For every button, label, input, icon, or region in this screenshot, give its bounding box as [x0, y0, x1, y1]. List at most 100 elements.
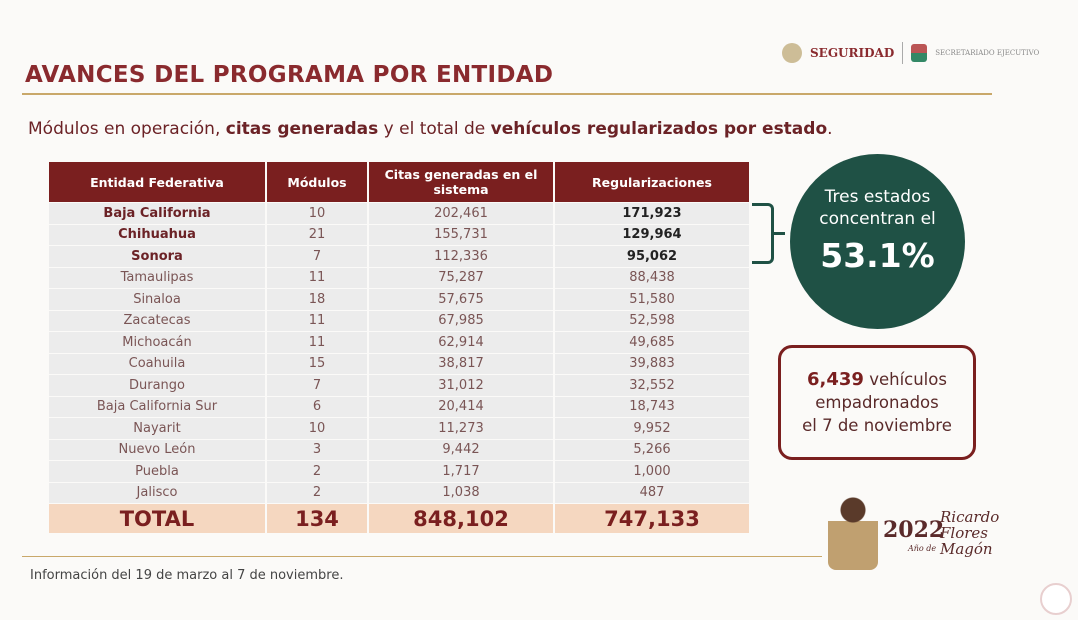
table-cell: 51,580 [555, 289, 749, 310]
shield-icon [911, 44, 928, 62]
table-cell: 88,438 [555, 267, 749, 288]
subtitle-text: y el total de [378, 119, 491, 139]
table-cell: 49,685 [555, 332, 749, 353]
table-cell: 3 [267, 439, 367, 460]
subtitle: Módulos en operación, citas generadas y … [28, 119, 833, 139]
table-cell: Michoacán [49, 332, 265, 353]
table-cell: 32,552 [555, 375, 749, 396]
table-cell: 52,598 [555, 310, 749, 331]
table-cell: 62,914 [369, 332, 553, 353]
table-cell: Baja California [49, 203, 265, 224]
table-cell: 5,266 [555, 439, 749, 460]
table-cell: 10 [267, 203, 367, 224]
table-cell: 31,012 [369, 375, 553, 396]
entity-table: Entidad Federativa Módulos Citas generad… [47, 161, 751, 534]
corner-logo-icon [1040, 583, 1072, 615]
table-cell: Sonora [49, 246, 265, 267]
table-row: Sinaloa 18 57,675 51,580 [49, 289, 749, 310]
table-row: Sonora 7 112,336 95,062 [49, 246, 749, 267]
table-row: Coahuila 15 38,817 39,883 [49, 353, 749, 374]
table-cell: Puebla [49, 461, 265, 482]
logo-separator [902, 42, 904, 64]
table-cell: 39,883 [555, 353, 749, 374]
page-title: AVANCES DEL PROGRAMA POR ENTIDAD [25, 62, 554, 88]
table-cell: 7 [267, 375, 367, 396]
column-header: Regularizaciones [555, 162, 749, 202]
table-row: Puebla 2 1,717 1,000 [49, 461, 749, 482]
callout-text: Tres estados concentran el [819, 187, 936, 229]
table-cell: 11 [267, 310, 367, 331]
portrait-icon [828, 495, 878, 570]
logo-secretariado: SECRETARIADO EJECUTIVO [935, 49, 1040, 57]
vehicles-date: el 7 de noviembre [802, 416, 952, 435]
year-label: 2022 [883, 517, 945, 543]
column-header: Módulos [267, 162, 367, 202]
column-header: Citas generadas en el sistema [369, 162, 553, 202]
total-row: TOTAL 134 848,102 747,133 [49, 504, 749, 533]
total-cell: 848,102 [369, 504, 553, 533]
table-cell: 75,287 [369, 267, 553, 288]
table-cell: 1,000 [555, 461, 749, 482]
table-cell: 11 [267, 267, 367, 288]
total-cell: TOTAL [49, 504, 265, 533]
table-cell: Baja California Sur [49, 396, 265, 417]
table-cell: 155,731 [369, 224, 553, 245]
callout-circle: Tres estados concentran el 53.1% [790, 154, 965, 329]
table-cell: 2 [267, 482, 367, 503]
subtitle-text: . [827, 119, 833, 139]
year-sub-label: Año de [908, 544, 937, 553]
subtitle-bold: citas generadas [225, 119, 379, 139]
table-cell: 20,414 [369, 396, 553, 417]
table-cell: 18 [267, 289, 367, 310]
table-row: Michoacán 11 62,914 49,685 [49, 332, 749, 353]
table-cell: 7 [267, 246, 367, 267]
table-cell: Nuevo León [49, 439, 265, 460]
table-cell: 129,964 [555, 224, 749, 245]
table-row: Baja California 10 202,461 171,923 [49, 203, 749, 224]
table-cell: 67,985 [369, 310, 553, 331]
vehicles-count: 6,439 [807, 369, 864, 390]
subtitle-bold: vehículos regularizados por estado [490, 119, 828, 139]
table-cell: Durango [49, 375, 265, 396]
mexico-seal-icon [782, 43, 802, 63]
table-cell: Chihuahua [49, 224, 265, 245]
total-cell: 134 [267, 504, 367, 533]
table-cell: 112,336 [369, 246, 553, 267]
table-row: Zacatecas 11 67,985 52,598 [49, 310, 749, 331]
table-cell: Tamaulipas [49, 267, 265, 288]
callout-value: 53.1% [820, 236, 935, 275]
column-header: Entidad Federativa [49, 162, 265, 202]
bracket-top-three [752, 203, 785, 264]
logo-seguridad: SEGURIDAD [810, 46, 895, 60]
table-cell: 202,461 [369, 203, 553, 224]
table-cell: 15 [267, 353, 367, 374]
table-cell: 10 [267, 418, 367, 439]
subtitle-text: Módulos en operación, [28, 119, 226, 139]
anniversary-logo: 2022 Año de Ricardo Flores Magón [828, 495, 999, 570]
table-cell: 21 [267, 224, 367, 245]
table-row: Tamaulipas 11 75,287 88,438 [49, 267, 749, 288]
table-cell: 9,442 [369, 439, 553, 460]
table-cell: Sinaloa [49, 289, 265, 310]
vehicles-text: vehículos [863, 370, 947, 389]
table-cell: Nayarit [49, 418, 265, 439]
table-cell: Zacatecas [49, 310, 265, 331]
table-cell: 11 [267, 332, 367, 353]
table-row: Jalisco 2 1,038 487 [49, 482, 749, 503]
title-divider [22, 93, 992, 95]
table-cell: 18,743 [555, 396, 749, 417]
vehicles-text: empadronados [815, 393, 939, 412]
table-cell: 9,952 [555, 418, 749, 439]
table-cell: 6 [267, 396, 367, 417]
table-cell: 1,038 [369, 482, 553, 503]
total-cell: 747,133 [555, 504, 749, 533]
table-cell: 95,062 [555, 246, 749, 267]
table-cell: 2 [267, 461, 367, 482]
table-row: Baja California Sur 6 20,414 18,743 [49, 396, 749, 417]
table-cell: 171,923 [555, 203, 749, 224]
table-cell: Coahuila [49, 353, 265, 374]
table-row: Nuevo León 3 9,442 5,266 [49, 439, 749, 460]
table-row: Chihuahua 21 155,731 129,964 [49, 224, 749, 245]
table-row: Nayarit 10 11,273 9,952 [49, 418, 749, 439]
table-cell: 38,817 [369, 353, 553, 374]
